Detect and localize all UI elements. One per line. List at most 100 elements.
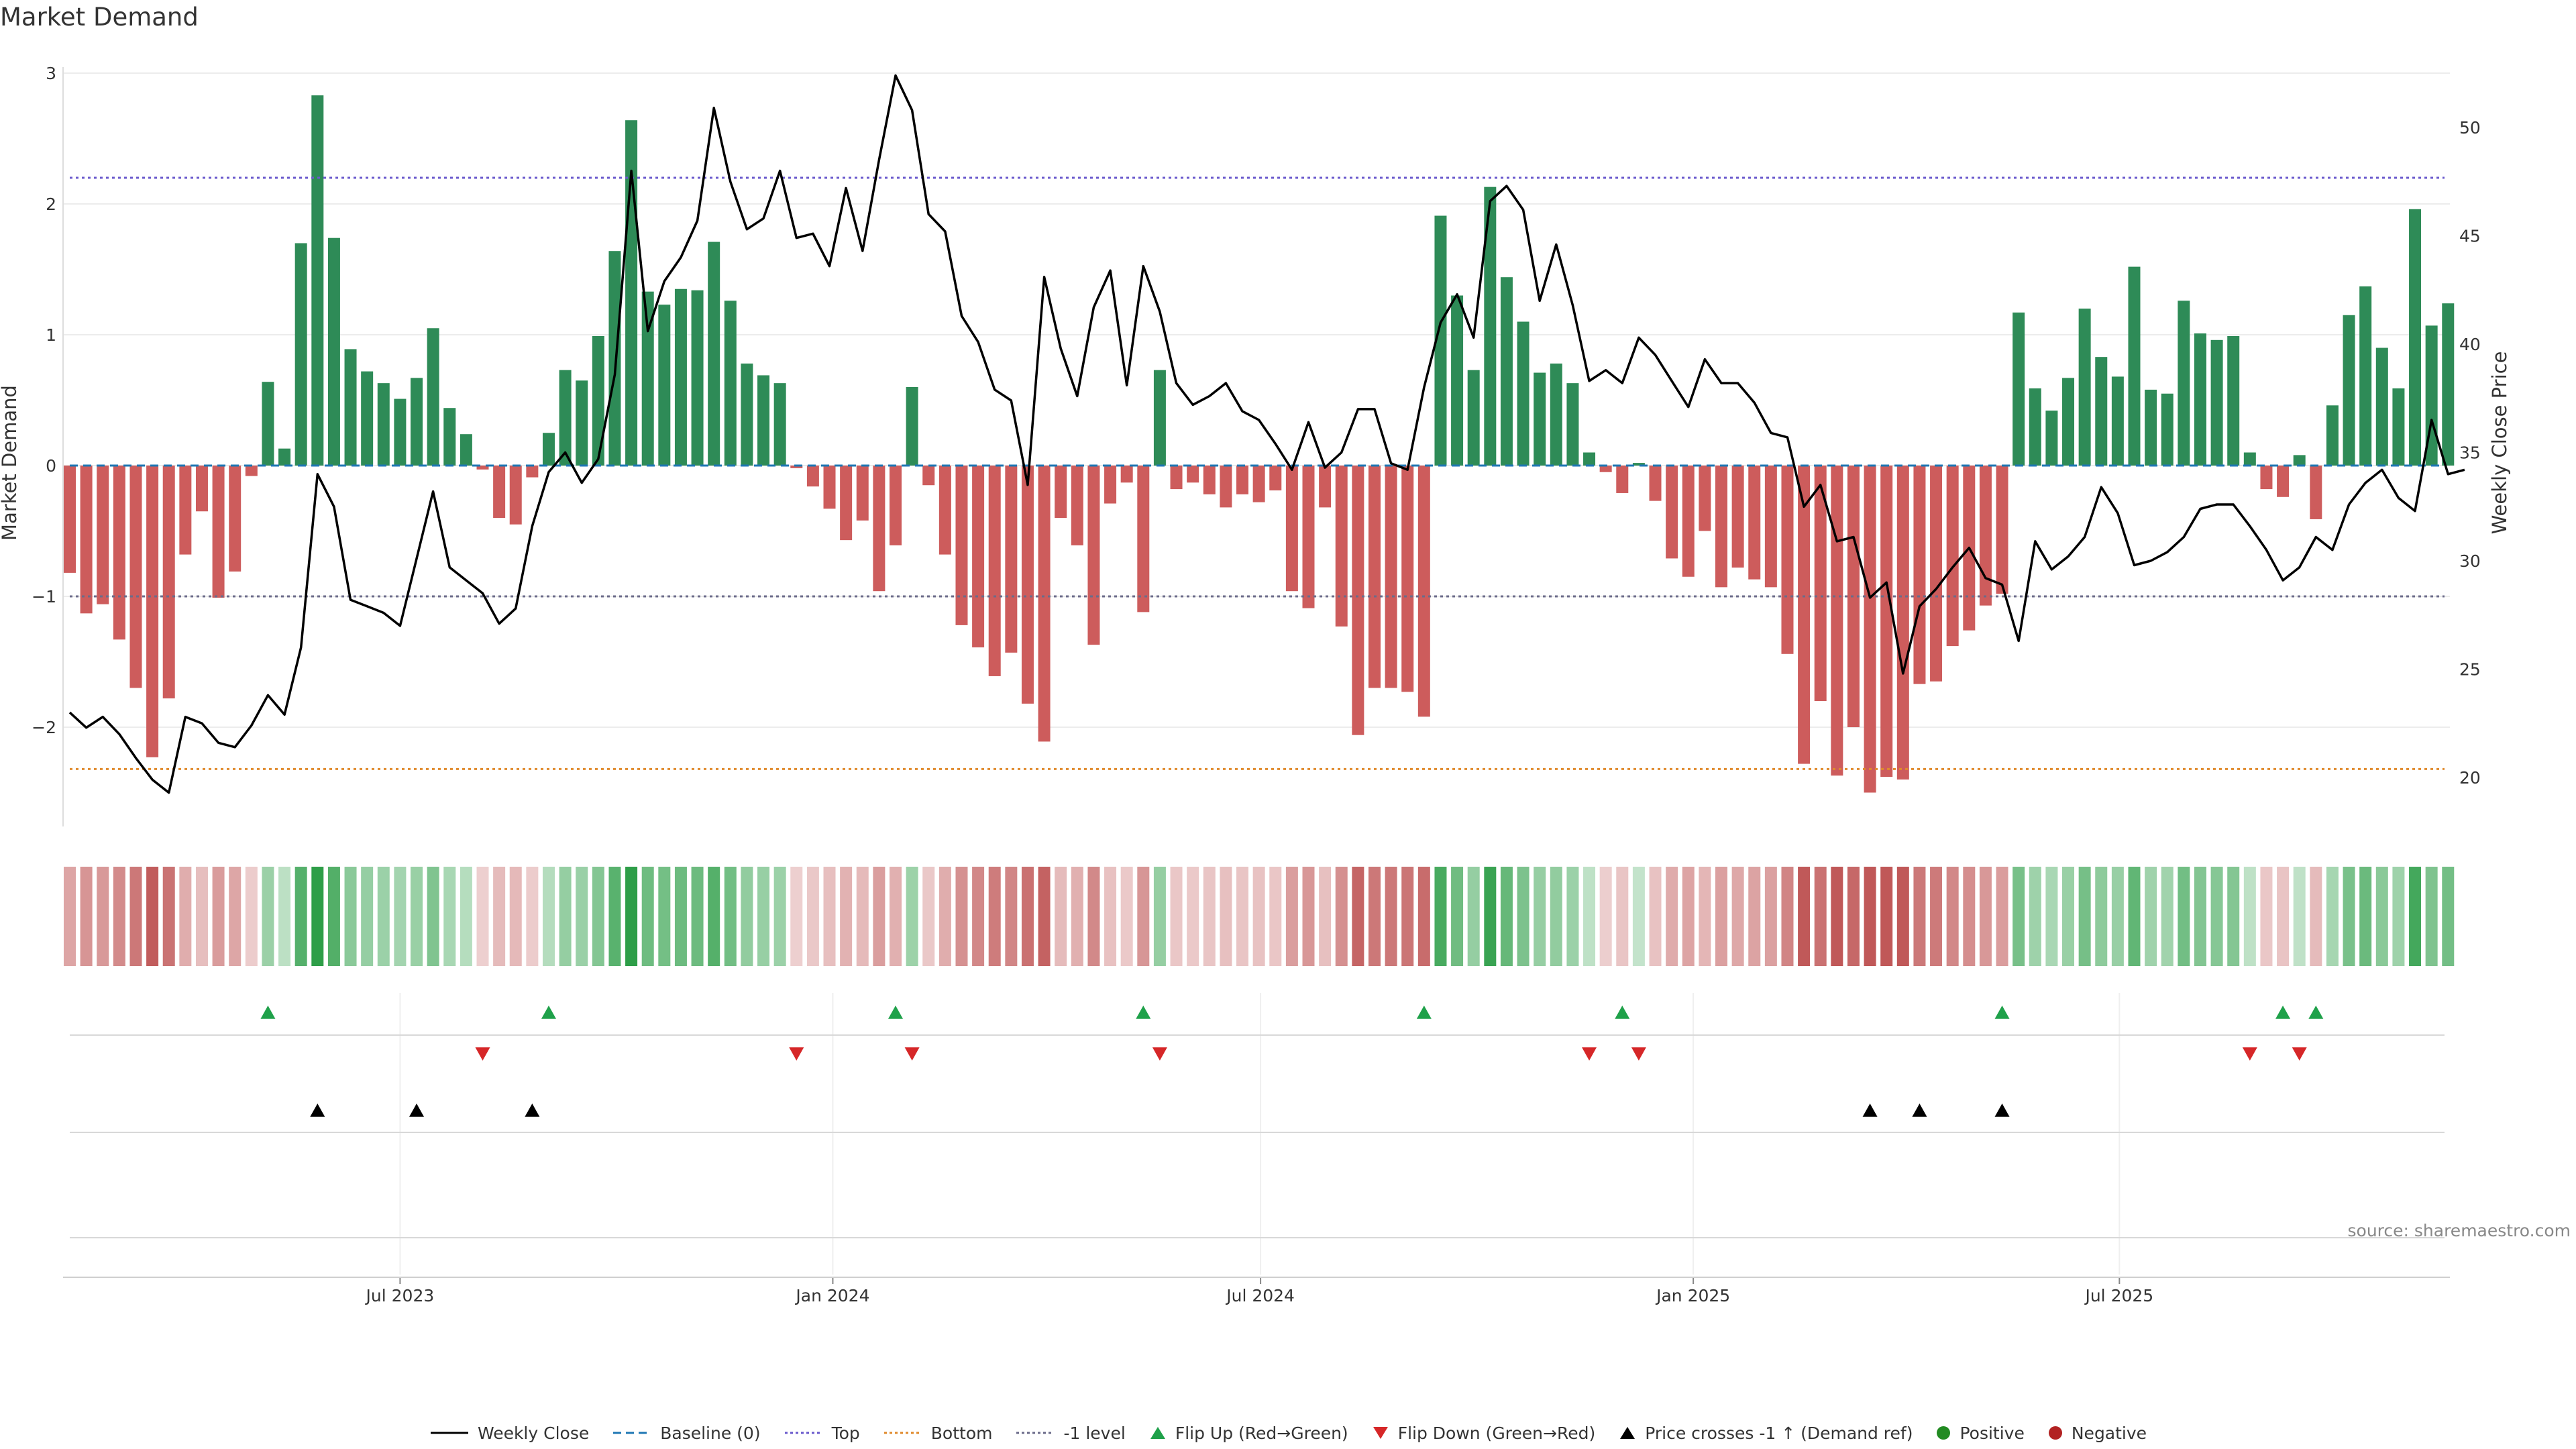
heatmap-cell (1583, 867, 1596, 966)
heatmap-cell (212, 867, 225, 966)
y-tick-label: 3 (46, 64, 56, 83)
demand-bar-positive (674, 288, 687, 466)
heatmap-cell (2194, 867, 2206, 966)
heatmap-cell (2392, 867, 2405, 966)
legend-label: Flip Up (Red→Green) (1175, 1423, 1348, 1443)
demand-bar-positive (2128, 266, 2141, 466)
heatmap-cell (1187, 867, 1199, 966)
heatmap-cell (773, 867, 786, 966)
demand-bar-positive (2029, 388, 2041, 466)
demand-bar-negative (972, 466, 985, 648)
legend-item-weekly-close: Weekly Close (429, 1424, 589, 1443)
demand-bar-negative (493, 466, 506, 518)
heatmap-cell (1055, 867, 1067, 966)
heatmap-cell (64, 867, 76, 966)
y-tick-label: 0 (46, 456, 56, 476)
heatmap-cell (2227, 867, 2240, 966)
dotted-line-icon (883, 1432, 922, 1434)
legend-item-flip-down: Flip Down (Green→Red) (1371, 1424, 1595, 1443)
demand-bar-negative (97, 466, 109, 604)
demand-bar-positive (658, 305, 671, 466)
heatmap-cell (245, 867, 258, 966)
heatmap-cell (938, 867, 951, 966)
demand-bar-negative (195, 466, 208, 512)
legend-label: Weekly Close (477, 1423, 590, 1443)
flip-down-marker (904, 1047, 920, 1061)
legend-item-top: Top (784, 1424, 860, 1443)
heatmap-cell (1880, 867, 1893, 966)
heatmap-cell (1021, 867, 1034, 966)
heatmap-cell (1632, 867, 1645, 966)
demand-bar-positive (608, 251, 621, 466)
x-tick-label: Jul 2024 (1225, 1286, 1295, 1305)
demand-bar-negative (2310, 466, 2322, 519)
heatmap-cell (1500, 867, 1513, 966)
heatmap-cell (80, 867, 93, 966)
demand-bar-negative (1170, 466, 1183, 490)
heatmap-cell (1682, 867, 1695, 966)
flip-down-marker (789, 1047, 804, 1061)
heatmap-cell (2029, 867, 2041, 966)
demand-bar-positive (427, 328, 439, 466)
demand-bar-negative (1071, 466, 1083, 545)
demand-bar-positive (1153, 370, 1166, 466)
dot-icon (2048, 1426, 2062, 1440)
demand-bar-negative (873, 466, 885, 592)
heatmap-cell (1484, 867, 1497, 966)
heatmap-cell (1946, 867, 1959, 966)
heatmap-cell (1666, 867, 1678, 966)
y-axis-label: Market Demand (0, 385, 21, 541)
demand-bar-negative (1005, 466, 1018, 653)
heatmap-cell (890, 867, 902, 966)
demand-bar-positive (1500, 277, 1513, 466)
heatmap-cell (674, 867, 687, 966)
legend-item-price-cross: Price crosses -1 ↑ (Demand ref) (1618, 1424, 1913, 1443)
y-tick-label: 2 (46, 195, 56, 214)
demand-bar-negative (1748, 466, 1761, 580)
heatmap-cell (2359, 867, 2372, 966)
demand-bar-positive (2045, 411, 2058, 466)
demand-bar-positive (906, 387, 918, 466)
heatmap-cell (592, 867, 604, 966)
dotted-line-icon (784, 1432, 822, 1434)
demand-bar-negative (823, 466, 836, 509)
price-cross-marker (1912, 1104, 1927, 1117)
weekly-close-line-group (68, 74, 2465, 794)
heatmap-cell (1137, 867, 1150, 966)
demand-bar-positive (411, 378, 423, 466)
x-tick-label: Jan 2025 (1655, 1286, 1730, 1305)
demand-bar-positive (1484, 186, 1497, 466)
demand-bar-positive (2012, 312, 2025, 466)
heatmap-cell (576, 867, 588, 966)
flip-up-marker (541, 1006, 556, 1019)
heatmap-cell (1038, 867, 1051, 966)
heatmap-cell (476, 867, 489, 966)
heatmap-cell (1550, 867, 1562, 966)
legend-item-negative: Negative (2047, 1424, 2147, 1443)
demand-bar-positive (2409, 209, 2422, 466)
demand-bar-positive (443, 408, 456, 466)
demand-bar-negative (1979, 466, 1992, 606)
demand-bar-negative (1401, 466, 1414, 692)
heatmap-cell (1831, 867, 1843, 966)
demand-bar-positive (2375, 347, 2388, 466)
demand-bar-negative (1269, 466, 1282, 491)
demand-bar-negative (790, 466, 803, 468)
price-cross-marker (1994, 1104, 2010, 1117)
demand-bar-positive (460, 434, 472, 466)
heatmap-cell (2210, 867, 2223, 966)
legend-label: Negative (2071, 1423, 2147, 1443)
heatmap-cell (790, 867, 803, 966)
demand-bar-negative (476, 466, 489, 470)
flip-down-marker (1582, 1047, 1597, 1061)
heatmap-cell (1220, 867, 1232, 966)
legend-label: Positive (1960, 1423, 2025, 1443)
heatmap-cell (1731, 867, 1744, 966)
heatmap-cell (2145, 867, 2157, 966)
demand-bar-negative (146, 466, 159, 757)
demand-bar-negative (1285, 466, 1298, 592)
demand-bars (64, 95, 2455, 793)
demand-bar-positive (2095, 357, 2108, 466)
heatmap-cell (658, 867, 671, 966)
flip-up-marker (260, 1006, 276, 1019)
